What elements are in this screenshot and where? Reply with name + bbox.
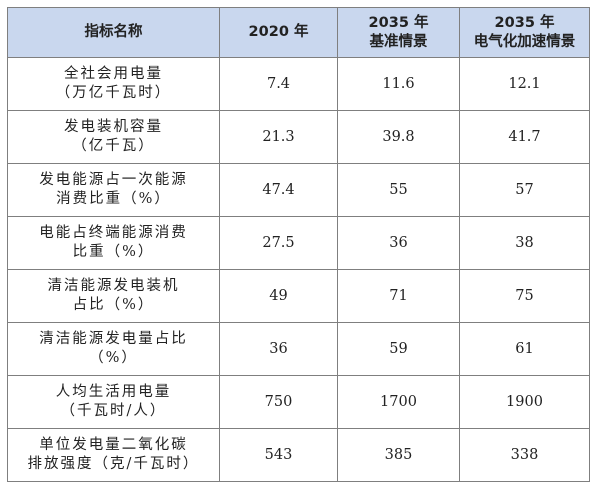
value-2035-baseline-cell: 71 bbox=[337, 269, 460, 323]
table-row: 发电能源占一次能源 消费比重（%） 47.4 55 57 bbox=[7, 163, 590, 217]
table-row: 清洁能源发电装机 占比（%） 49 71 75 bbox=[7, 269, 590, 323]
value-2035-accelerated-cell: 57 bbox=[459, 163, 590, 217]
value-2035-accelerated-cell: 1900 bbox=[459, 375, 590, 429]
value-2035-baseline-cell: 59 bbox=[337, 322, 460, 376]
value-2035-accelerated-cell: 41.7 bbox=[459, 110, 590, 164]
indicator-name-cell: 发电装机容量 （亿千瓦） bbox=[7, 110, 220, 164]
value-2035-accelerated-cell: 75 bbox=[459, 269, 590, 323]
table-row: 单位发电量二氧化碳 排放强度（克/千瓦时） 543 385 338 bbox=[7, 428, 590, 482]
value-2035-baseline-cell: 1700 bbox=[337, 375, 460, 429]
value-2020-cell: 750 bbox=[219, 375, 338, 429]
table-row: 全社会用电量 （万亿千瓦时） 7.4 11.6 12.1 bbox=[7, 57, 590, 111]
indicator-name-cell: 清洁能源发电装机 占比（%） bbox=[7, 269, 220, 323]
indicator-name-cell: 全社会用电量 （万亿千瓦时） bbox=[7, 57, 220, 111]
table-row: 电能占终端能源消费 比重（%） 27.5 36 38 bbox=[7, 216, 590, 270]
header-2035-accelerated: 2035 年电气化加速情景 bbox=[459, 7, 590, 58]
indicator-name-cell: 发电能源占一次能源 消费比重（%） bbox=[7, 163, 220, 217]
value-2035-accelerated-cell: 61 bbox=[459, 322, 590, 376]
value-2020-cell: 36 bbox=[219, 322, 338, 376]
value-2035-accelerated-cell: 38 bbox=[459, 216, 590, 270]
indicator-name-cell: 电能占终端能源消费 比重（%） bbox=[7, 216, 220, 270]
value-2020-cell: 27.5 bbox=[219, 216, 338, 270]
indicator-table: 指标名称 2020 年 2035 年基准情景 2035 年电气化加速情景 全社会… bbox=[7, 7, 590, 482]
value-2020-cell: 543 bbox=[219, 428, 338, 482]
header-row: 指标名称 2020 年 2035 年基准情景 2035 年电气化加速情景 bbox=[7, 7, 590, 58]
header-indicator: 指标名称 bbox=[7, 7, 220, 58]
value-2020-cell: 7.4 bbox=[219, 57, 338, 111]
table-row: 人均生活用电量 （千瓦时/人） 750 1700 1900 bbox=[7, 375, 590, 429]
value-2020-cell: 21.3 bbox=[219, 110, 338, 164]
value-2035-baseline-cell: 11.6 bbox=[337, 57, 460, 111]
table-body: 全社会用电量 （万亿千瓦时） 7.4 11.6 12.1 发电装机容量 （亿千瓦） 21.3 3… bbox=[7, 57, 590, 482]
value-2035-baseline-cell: 385 bbox=[337, 428, 460, 482]
value-2035-baseline-cell: 39.8 bbox=[337, 110, 460, 164]
value-2020-cell: 47.4 bbox=[219, 163, 338, 217]
table-row: 清洁能源发电量占比 （%） 36 59 61 bbox=[7, 322, 590, 376]
value-2035-accelerated-cell: 338 bbox=[459, 428, 590, 482]
indicator-name-cell: 人均生活用电量 （千瓦时/人） bbox=[7, 375, 220, 429]
header-2020: 2020 年 bbox=[219, 7, 338, 58]
value-2035-baseline-cell: 55 bbox=[337, 163, 460, 217]
table-row: 发电装机容量 （亿千瓦） 21.3 39.8 41.7 bbox=[7, 110, 590, 164]
value-2035-baseline-cell: 36 bbox=[337, 216, 460, 270]
header-2035-baseline: 2035 年基准情景 bbox=[337, 7, 460, 58]
indicator-name-cell: 单位发电量二氧化碳 排放强度（克/千瓦时） bbox=[7, 428, 220, 482]
indicator-name-cell: 清洁能源发电量占比 （%） bbox=[7, 322, 220, 376]
value-2020-cell: 49 bbox=[219, 269, 338, 323]
indicator-table-container: 指标名称 2020 年 2035 年基准情景 2035 年电气化加速情景 全社会… bbox=[7, 7, 590, 482]
value-2035-accelerated-cell: 12.1 bbox=[459, 57, 590, 111]
